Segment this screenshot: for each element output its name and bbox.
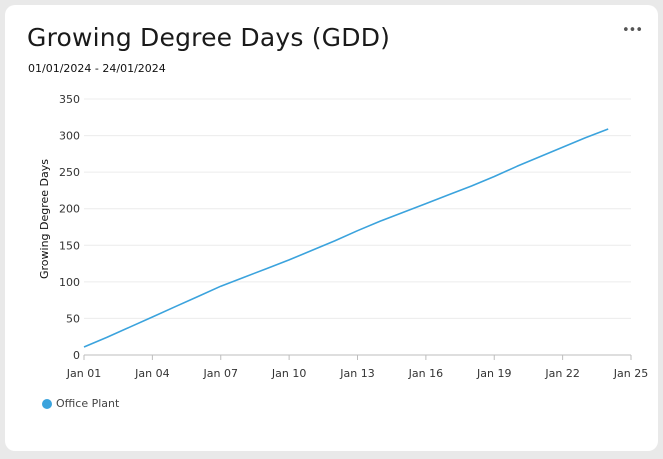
data-point[interactable]: [560, 144, 566, 150]
series-line-office-plant[interactable]: [83, 128, 609, 348]
x-tick-label: Jan 22: [544, 367, 579, 380]
data-point[interactable]: [400, 209, 406, 215]
x-tick-label: Jan 07: [203, 367, 238, 380]
data-point[interactable]: [218, 283, 224, 289]
data-point[interactable]: [355, 228, 361, 234]
data-point[interactable]: [286, 257, 292, 263]
data-point[interactable]: [605, 126, 611, 132]
y-tick-label: 250: [59, 166, 80, 179]
data-point[interactable]: [263, 266, 269, 272]
legend-label[interactable]: Office Plant: [56, 397, 120, 410]
data-point[interactable]: [127, 324, 133, 330]
legend-swatch: [42, 398, 52, 409]
chart-title: Growing Degree Days (GDD): [27, 23, 391, 52]
data-point[interactable]: [377, 218, 383, 224]
data-point[interactable]: [582, 135, 588, 141]
x-tick-label: Jan 16: [408, 367, 443, 380]
y-tick-label: 300: [59, 130, 80, 143]
data-point[interactable]: [195, 293, 201, 299]
data-point[interactable]: [172, 304, 178, 310]
x-tick-label: Jan 25: [613, 367, 648, 380]
x-tick-label: Jan 10: [271, 367, 306, 380]
y-tick-label: 100: [59, 276, 80, 289]
x-tick-label: Jan 13: [339, 367, 374, 380]
x-tick-label: Jan 19: [476, 367, 511, 380]
data-point[interactable]: [491, 174, 497, 180]
y-tick-label: 150: [59, 239, 80, 252]
data-point[interactable]: [537, 154, 543, 160]
data-point[interactable]: [309, 247, 315, 253]
y-axis-label: Growing Degree Days: [38, 159, 51, 279]
x-tick-label: Jan 04: [134, 367, 169, 380]
gdd-card: Growing Degree Days (GDD) 01/01/2024 - 2…: [5, 5, 658, 451]
y-tick-label: 0: [73, 349, 80, 362]
data-point[interactable]: [104, 334, 110, 340]
data-point[interactable]: [149, 314, 155, 320]
data-point[interactable]: [81, 344, 87, 350]
data-point[interactable]: [514, 163, 520, 169]
y-tick-label: 50: [66, 312, 80, 325]
data-point[interactable]: [332, 238, 338, 244]
date-range: 01/01/2024 - 24/01/2024: [28, 62, 166, 75]
y-tick-label: 350: [59, 93, 80, 106]
data-point[interactable]: [423, 201, 429, 207]
data-point[interactable]: [446, 192, 452, 198]
x-tick-label: Jan 01: [66, 367, 101, 380]
data-point[interactable]: [468, 183, 474, 189]
y-tick-label: 200: [59, 203, 80, 216]
legend: Office Plant: [42, 397, 119, 410]
more-options-icon[interactable]: •••: [622, 23, 643, 38]
data-point[interactable]: [241, 274, 247, 280]
